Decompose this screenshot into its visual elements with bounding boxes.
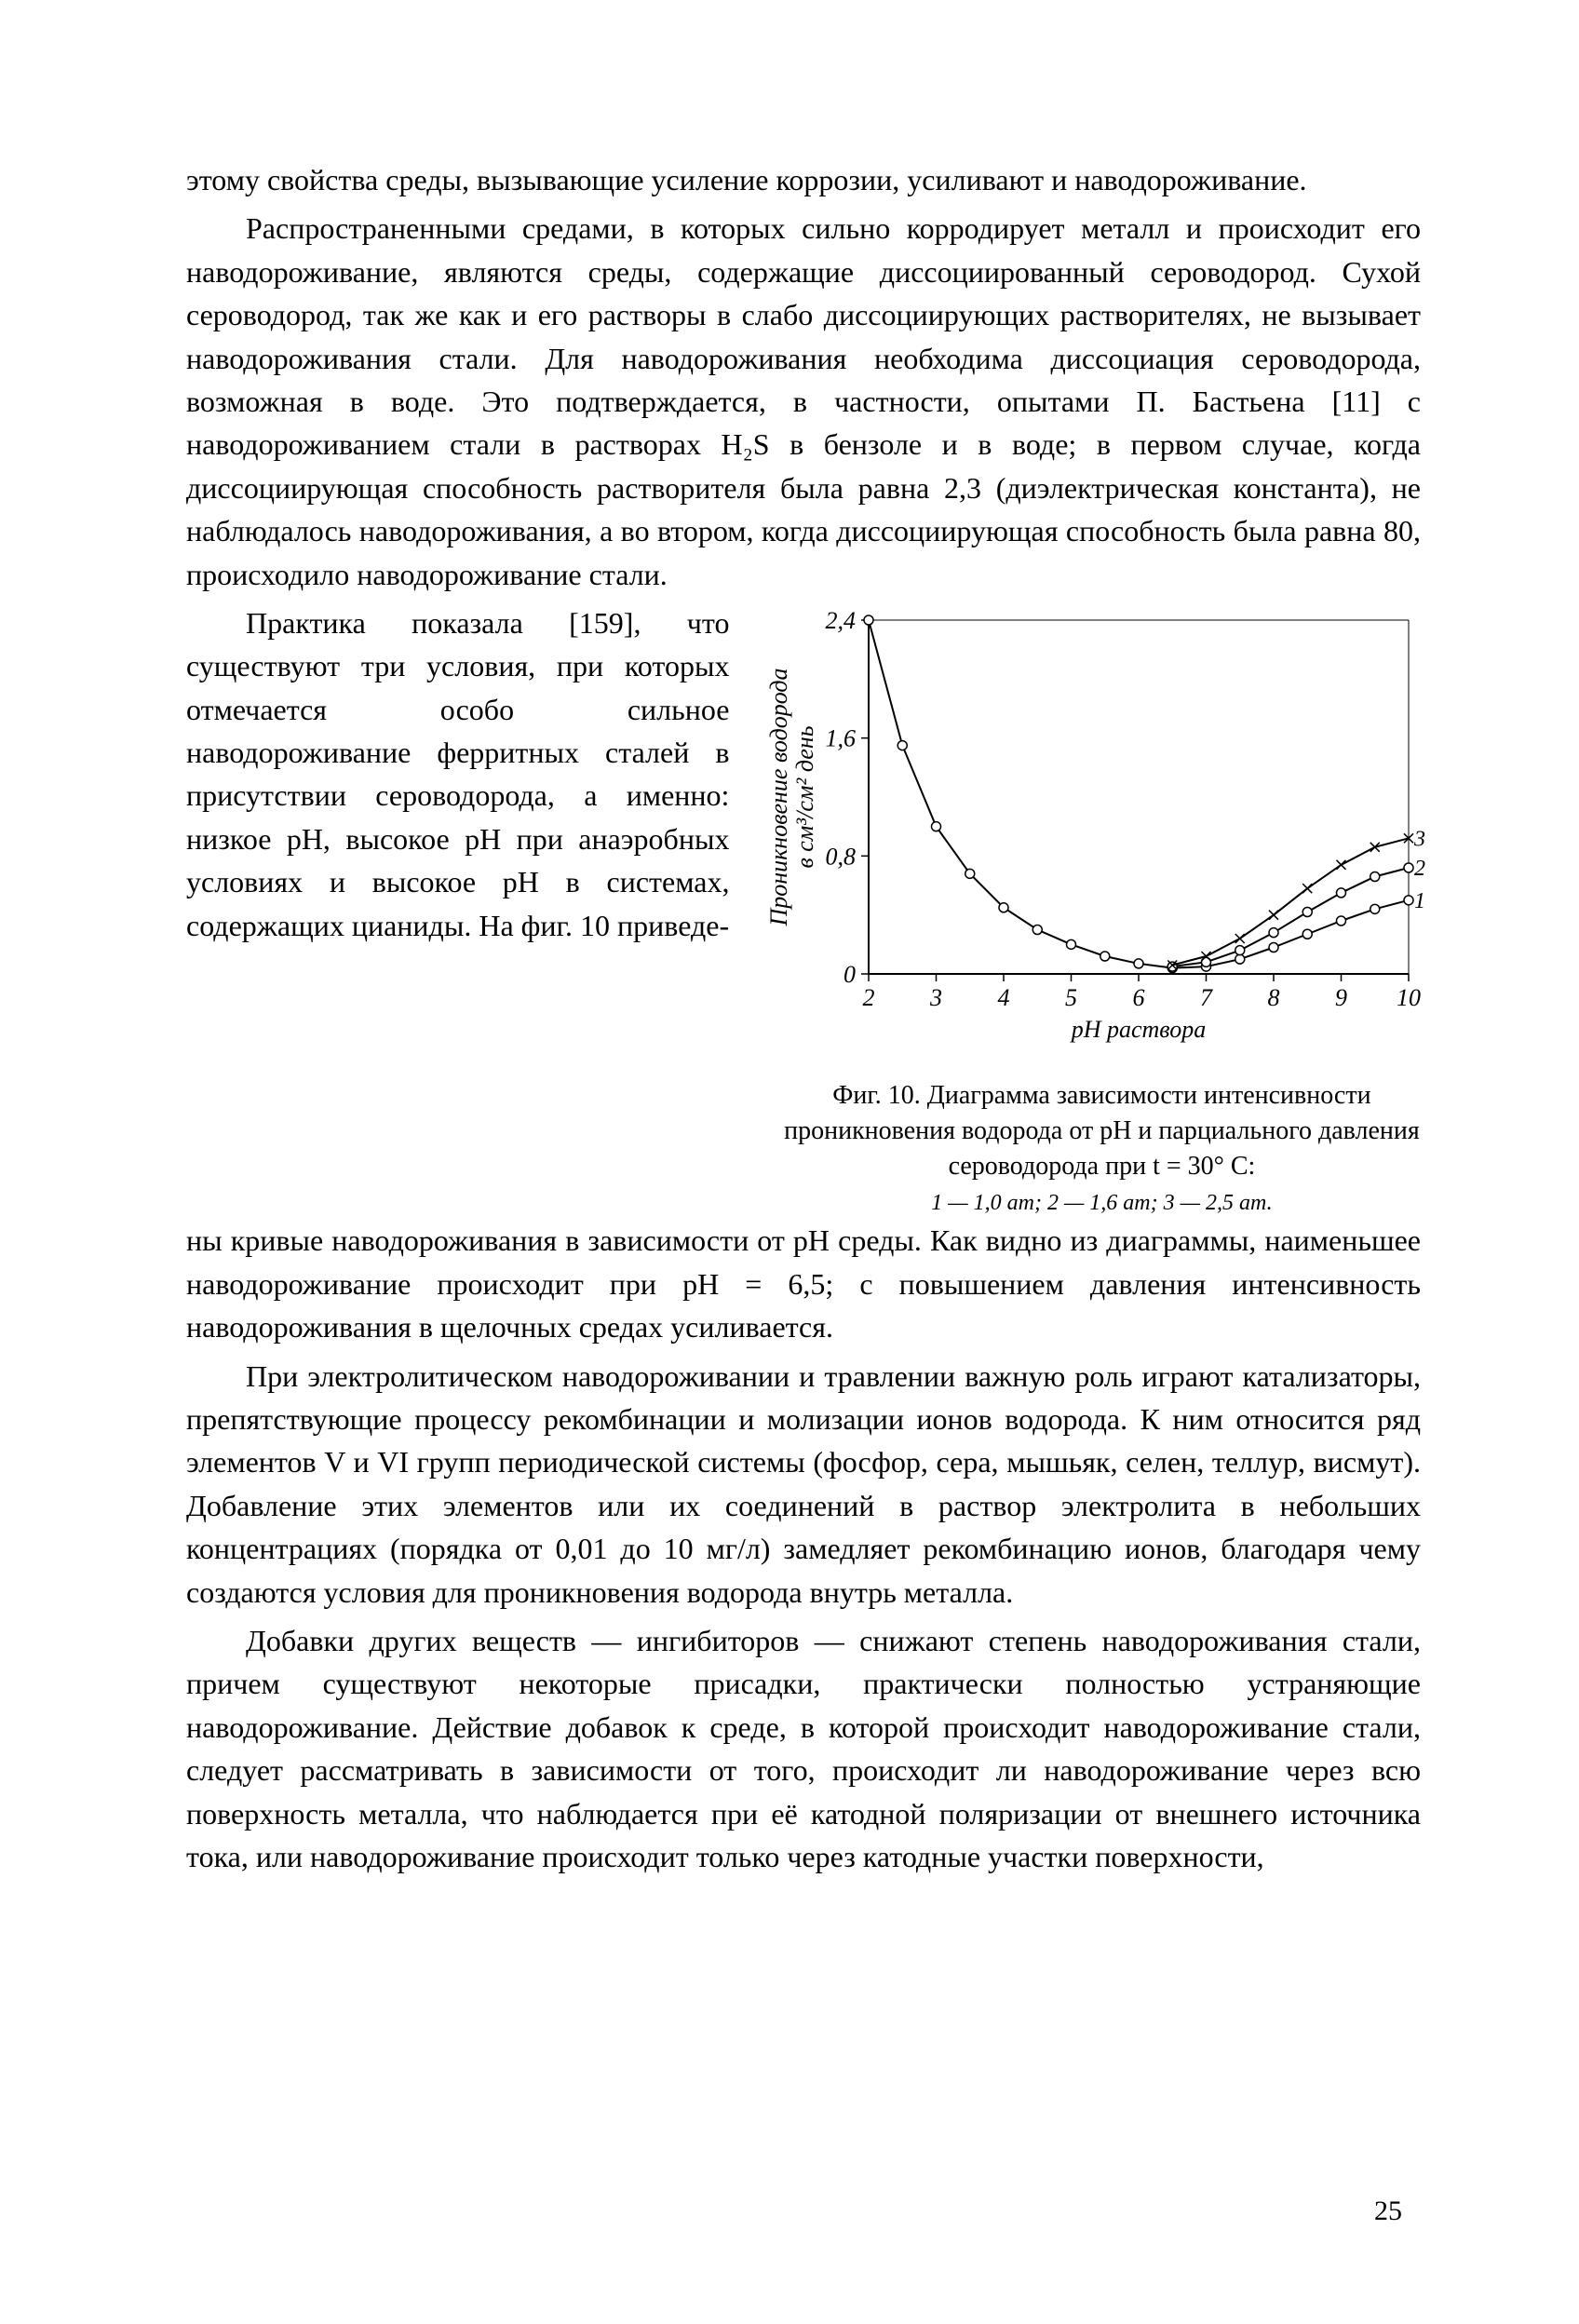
svg-text:9: 9 [1335,984,1347,1011]
svg-text:0,8: 0,8 [826,843,857,870]
paragraph-5: Добавки других веществ — ингибиторов — с… [186,1619,1421,1878]
svg-text:1,6: 1,6 [826,725,857,752]
svg-text:8: 8 [1268,984,1280,1011]
paragraph-1: этому свойства среды, вызывающие усилени… [186,158,1421,201]
svg-text:pН раствора: pН раствора [1070,1016,1207,1043]
figure-caption-main: Фиг. 10. Диаграмма зависимости интенсивн… [784,1081,1420,1181]
figure-caption-legend: 1 — 1,0 ат; 2 — 1,6 ат; 3 — 2,5 ат. [931,1191,1272,1215]
paragraph-4: При электролитическом наводороживании и … [186,1355,1421,1614]
svg-text:2,4: 2,4 [826,607,857,634]
svg-text:10: 10 [1397,984,1421,1011]
paragraph-3-cont: ны кривые наводороживания в зависимости … [186,1219,1421,1348]
svg-text:3: 3 [929,984,942,1011]
figure-10-caption: Фиг. 10. Диаграмма зависимости интенсивн… [766,1078,1437,1219]
svg-text:5: 5 [1065,984,1077,1011]
svg-text:6: 6 [1133,984,1145,1011]
svg-text:Проникновение водорода: Проникновение водорода [766,668,792,926]
svg-text:в см³/см² день: в см³/см² день [791,725,818,868]
figure-10-chart: 2 3 4 5 6 7 8 9 10 0 0,8 1,6 2,4 pН раствора Проникнов… [766,601,1437,1060]
svg-text:4: 4 [998,984,1010,1011]
svg-text:7: 7 [1200,984,1213,1011]
svg-text:2: 2 [863,984,875,1011]
svg-text:1: 1 [1414,889,1425,913]
svg-text:2: 2 [1414,857,1425,881]
paragraph-3-left: Практика показала [159], что существуют … [186,601,729,947]
svg-text:3: 3 [1413,827,1425,851]
paragraph-2-start: Распространенными средами, в которых сил… [186,207,1421,596]
svg-text:0: 0 [843,961,856,988]
page-number: 25 [1374,2191,1402,2232]
